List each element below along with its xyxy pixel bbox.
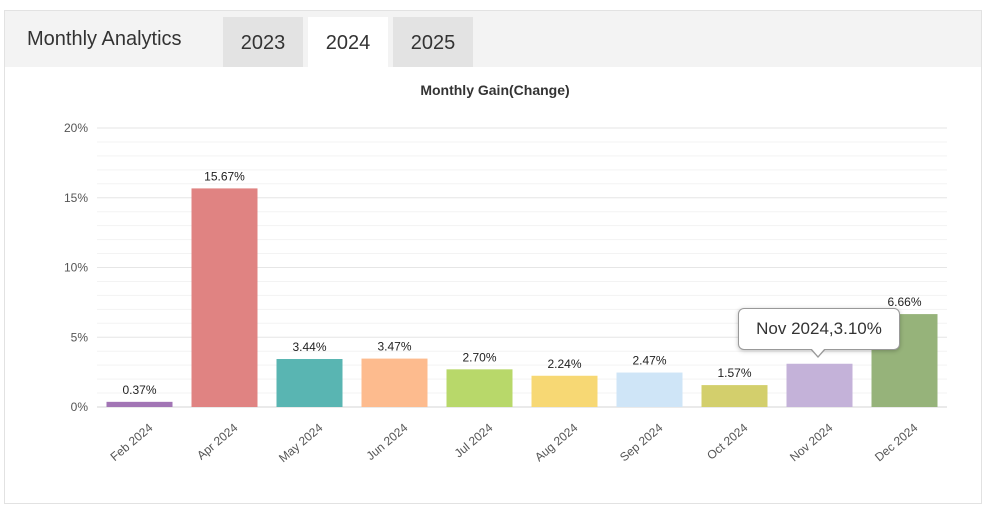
bar-data-label: 3.47% <box>377 340 411 354</box>
panel-title: Monthly Analytics <box>27 28 182 50</box>
x-tick-label: Oct 2024 <box>704 420 751 462</box>
analytics-panel: Monthly Analytics 2023 2024 2025 <box>4 10 982 504</box>
y-tick-label: 0% <box>71 400 89 414</box>
panel-header: Monthly Analytics 2023 2024 2025 <box>5 11 981 67</box>
bar-data-label: 0.37% <box>122 383 156 397</box>
bar-data-label: 1.57% <box>717 366 751 380</box>
bar-data-label: 2.70% <box>462 350 496 364</box>
x-tick-label: Jul 2024 <box>452 420 496 460</box>
x-tick-label: May 2024 <box>276 420 326 465</box>
x-tick-label: Feb 2024 <box>108 420 156 464</box>
bar[interactable] <box>446 369 513 407</box>
tab-2023[interactable]: 2023 <box>223 17 303 67</box>
chart-title: Monthly Gain(Change) <box>420 82 569 98</box>
x-tick-label: Aug 2024 <box>532 420 581 464</box>
x-tick-label: Sep 2024 <box>617 420 666 464</box>
y-tick-label: 10% <box>64 261 88 275</box>
y-tick-label: 15% <box>64 191 88 205</box>
tooltip-arrow-inner <box>811 348 825 356</box>
x-tick-label: Nov 2024 <box>787 420 836 464</box>
x-tick-label: Apr 2024 <box>194 420 241 462</box>
bar-data-label: 6.66% <box>887 295 921 309</box>
y-tick-label: 20% <box>64 121 88 135</box>
bar-data-label: 15.67% <box>204 169 245 183</box>
bar[interactable] <box>361 358 428 407</box>
tab-2025[interactable]: 2025 <box>393 17 473 67</box>
bar[interactable] <box>786 363 853 407</box>
bar[interactable] <box>701 385 768 407</box>
bar-tooltip: Nov 2024,3.10% <box>738 308 900 350</box>
bar[interactable] <box>191 188 258 407</box>
tab-2024[interactable]: 2024 <box>308 17 388 67</box>
x-tick-label: Dec 2024 <box>872 420 921 464</box>
bar[interactable] <box>531 375 598 407</box>
bar-data-label: 2.47% <box>632 354 666 368</box>
bar[interactable] <box>276 359 343 407</box>
bar-data-label: 2.24% <box>547 357 581 371</box>
bar-data-label: 3.44% <box>292 340 326 354</box>
y-tick-label: 5% <box>71 330 89 344</box>
x-tick-label: Jun 2024 <box>364 420 411 463</box>
bar[interactable] <box>616 372 683 407</box>
bar[interactable] <box>106 401 173 407</box>
